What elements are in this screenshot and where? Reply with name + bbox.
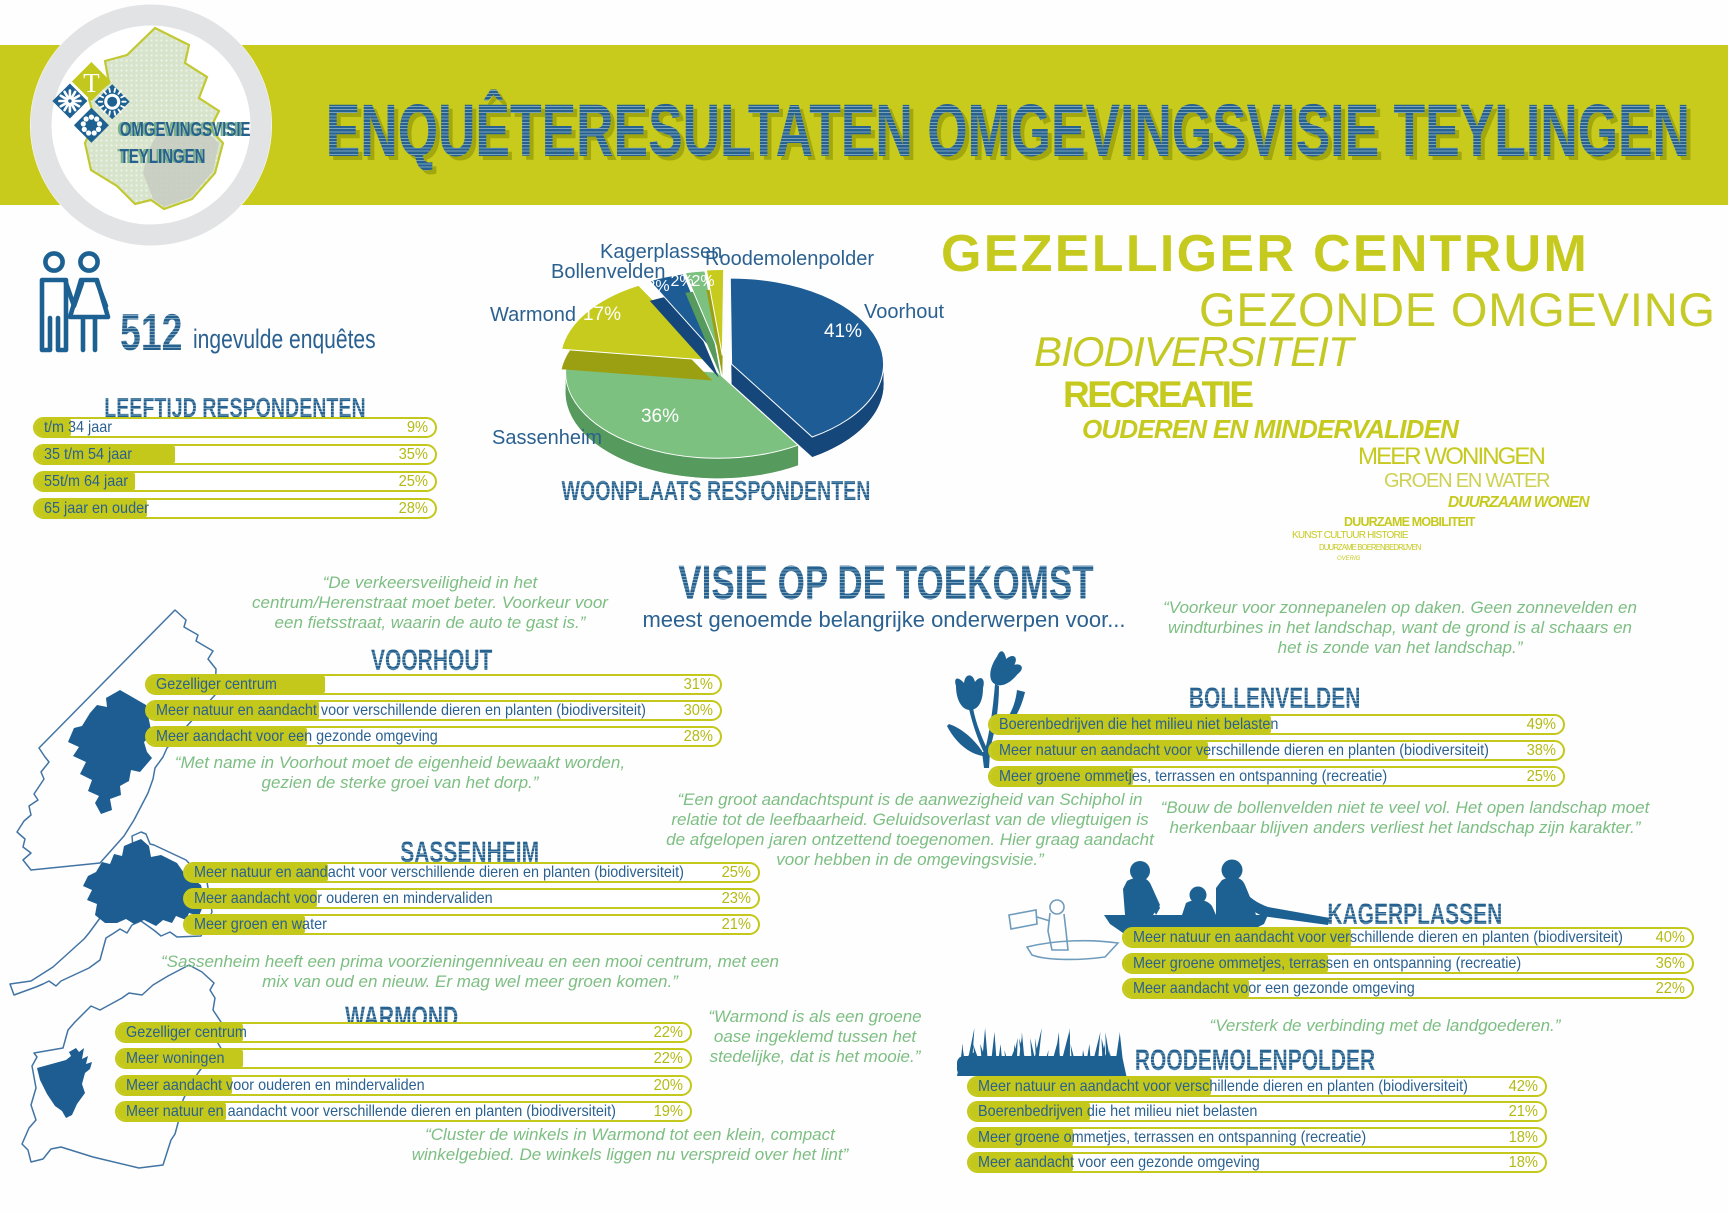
svg-text:36%: 36% bbox=[641, 406, 679, 427]
svg-text:T: T bbox=[83, 68, 100, 98]
svg-text:41%: 41% bbox=[824, 321, 862, 342]
svg-text:OMGEVINGSVISIE: OMGEVINGSVISIE bbox=[120, 118, 251, 141]
svg-text:2%: 2% bbox=[691, 273, 714, 290]
svg-text:TEYLINGEN: TEYLINGEN bbox=[120, 145, 206, 168]
svg-text:17%: 17% bbox=[583, 304, 621, 325]
svg-text:2%: 2% bbox=[670, 273, 693, 290]
svg-text:3%: 3% bbox=[646, 278, 669, 295]
